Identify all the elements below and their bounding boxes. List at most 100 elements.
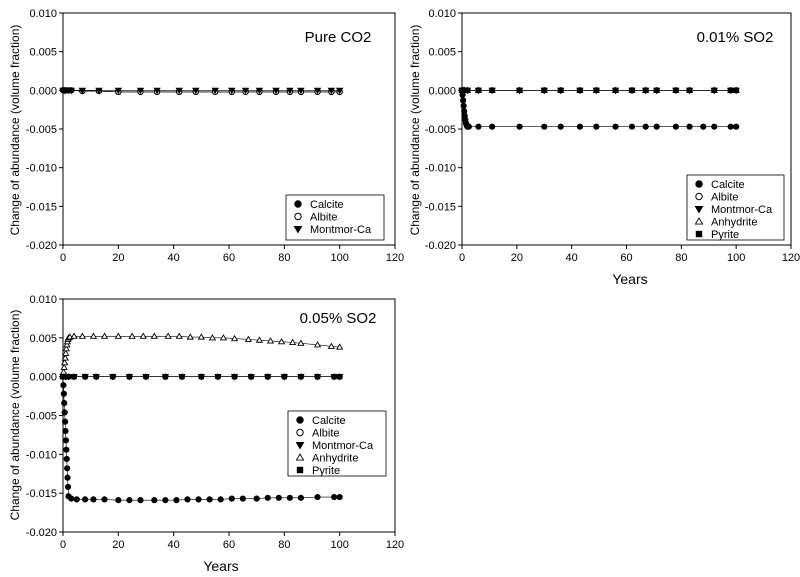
data-point [61,399,68,407]
data-point [164,332,172,339]
data-point [186,333,194,340]
data-point [673,87,679,93]
data-point [314,493,321,501]
x-tick-label: 20 [112,539,124,551]
data-point [114,87,123,95]
data-point [327,342,336,349]
data-point [60,382,67,389]
data-point [489,123,496,130]
data-point [577,87,583,93]
legend-label-anhydrite: Anhydrite [711,217,757,229]
data-point [211,87,219,95]
data-point [64,474,71,481]
x-tick-label: 20 [511,252,523,264]
data-point [90,496,97,503]
data-point [60,374,66,380]
legend-label-montmor-ca: Montmor-Ca [310,224,372,236]
data-point [228,87,236,95]
data-point [327,87,336,95]
data-point [711,123,718,130]
data-point [143,374,149,380]
y-tick-label: -0.005 [425,124,456,136]
data-point [162,374,168,380]
legend-marker-albite [695,192,703,201]
y-tick-label: 0.005 [29,47,57,59]
data-point [653,123,660,130]
legend-box [285,194,385,241]
series-pyrite [459,87,739,93]
data-point [331,374,337,380]
data-point [62,344,70,352]
data-point [150,332,158,339]
legend-marker-pyrite [296,466,304,474]
chart-title: 0.05% SO2 [300,310,377,327]
x-tick-label: 40 [566,252,578,264]
data-point [137,497,144,504]
legend-marker-montmor-ca [694,205,704,214]
legend-marker-calcite [294,200,302,208]
data-point [336,493,343,501]
data-point [733,123,740,130]
legend-label-albite: Albite [310,212,338,224]
data-point [195,496,202,503]
data-point [115,497,122,504]
data-point [64,483,72,491]
data-point [313,341,322,348]
data-point [139,332,147,339]
data-point [711,87,717,93]
data-point [253,495,260,502]
data-point [93,374,99,380]
legend-label-montmor-ca: Montmor-Ca [711,204,773,216]
data-point [63,455,70,463]
data-point [642,123,649,130]
data-point [335,87,344,95]
x-tick-label: 120 [782,252,800,264]
data-point [265,374,271,380]
y-tick-label: -0.005 [26,411,57,423]
data-point [313,87,322,95]
data-point [68,495,75,502]
data-point [643,87,649,93]
y-tick-label: -0.020 [26,240,57,252]
data-point [61,409,68,416]
data-point [297,339,305,346]
data-point [59,368,68,375]
data-point [101,496,108,503]
data-point [733,87,739,93]
data-point [275,494,282,501]
y-axis-label: Change of abundance (volume fraction) [408,25,422,236]
data-point [62,349,70,356]
data-point [215,374,221,380]
series-calcite [458,87,740,130]
data-point [475,123,482,130]
data-point [314,374,321,380]
data-point [576,123,583,130]
legend-label-pyrite: Pyrite [312,465,340,477]
data-point [628,123,636,130]
legend-label-albite: Albite [312,428,340,440]
data-point [217,496,224,503]
series-montmor-ca [59,87,344,95]
x-axis-label: Years [612,271,647,287]
data-point [67,87,76,95]
y-tick-label: -0.010 [425,163,456,175]
y-tick-label: 0.010 [29,294,57,306]
data-point [128,332,136,339]
series-line-anhydrite [62,335,340,377]
legend-label-calcite: Calcite [312,415,346,427]
data-point [110,374,116,380]
data-point [173,497,180,504]
data-point [219,334,228,341]
data-point [175,332,183,339]
y-tick-label: 0.005 [428,47,456,59]
data-point [286,494,293,501]
y-axis-label: Change of abundance (volume fraction) [8,310,22,521]
data-point [460,102,467,109]
series-anhydrite [59,332,344,380]
data-point [82,374,88,380]
data-point [63,341,71,348]
legend-label-anhydrite: Anhydrite [312,453,358,465]
x-tick-label: 120 [386,252,404,264]
